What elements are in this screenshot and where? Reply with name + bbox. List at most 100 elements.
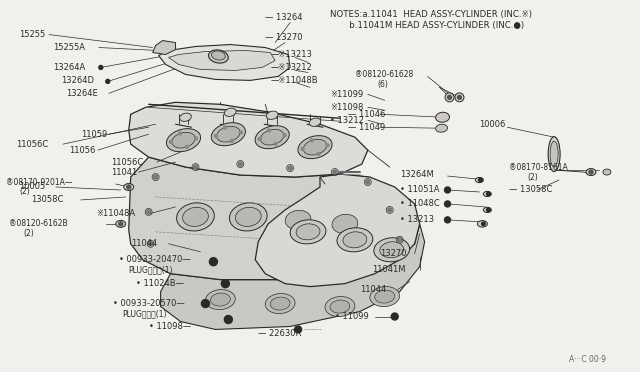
Text: b.11041M HEAD ASSY-CYLINDER (INC.●): b.11041M HEAD ASSY-CYLINDER (INC.●)	[330, 21, 524, 30]
Text: PLUGプラグ(1): PLUGプラグ(1)	[123, 309, 167, 318]
Ellipse shape	[337, 228, 372, 252]
Circle shape	[154, 175, 157, 179]
Ellipse shape	[225, 108, 236, 116]
Text: 15255A: 15255A	[53, 43, 85, 52]
Ellipse shape	[116, 220, 125, 227]
Ellipse shape	[477, 221, 488, 227]
Ellipse shape	[260, 129, 284, 145]
Text: • 11098—: • 11098—	[148, 322, 191, 331]
Ellipse shape	[279, 206, 317, 234]
Text: (2): (2)	[527, 173, 538, 182]
Circle shape	[210, 258, 217, 265]
Text: PLUGプラグ(1): PLUGプラグ(1)	[129, 265, 173, 274]
Text: — 13058C: — 13058C	[509, 186, 553, 195]
Ellipse shape	[445, 93, 454, 102]
Ellipse shape	[270, 297, 290, 310]
Circle shape	[391, 313, 398, 320]
Text: —※13213: —※13213	[270, 50, 312, 59]
Ellipse shape	[436, 124, 447, 132]
Text: 11044: 11044	[360, 285, 386, 294]
Text: (2): (2)	[23, 229, 34, 238]
Circle shape	[301, 147, 304, 150]
Circle shape	[317, 153, 320, 155]
Text: ※11098: ※11098	[330, 103, 364, 112]
Ellipse shape	[455, 93, 464, 102]
Text: 10006: 10006	[479, 120, 506, 129]
Ellipse shape	[548, 137, 560, 171]
Circle shape	[274, 142, 277, 145]
Circle shape	[195, 137, 198, 140]
Text: 13264E: 13264E	[66, 89, 98, 98]
Text: 11044: 11044	[131, 239, 157, 248]
Text: • 00933-20570—: • 00933-20570—	[113, 299, 184, 308]
Ellipse shape	[332, 214, 358, 233]
Circle shape	[179, 132, 182, 135]
Circle shape	[225, 316, 232, 323]
Circle shape	[223, 126, 227, 129]
Circle shape	[479, 178, 482, 182]
Polygon shape	[129, 102, 368, 177]
Text: 13264M: 13264M	[400, 170, 433, 179]
Circle shape	[238, 162, 243, 166]
Circle shape	[445, 187, 451, 193]
Ellipse shape	[180, 113, 191, 121]
Text: 10005: 10005	[19, 183, 45, 192]
Ellipse shape	[285, 210, 311, 230]
Polygon shape	[255, 174, 420, 286]
Polygon shape	[168, 51, 275, 70]
Ellipse shape	[124, 183, 134, 190]
Ellipse shape	[326, 210, 364, 238]
Text: ®08120-61628: ®08120-61628	[355, 70, 413, 79]
Circle shape	[119, 222, 123, 226]
Text: — 13264: — 13264	[265, 13, 303, 22]
Ellipse shape	[483, 191, 492, 196]
Ellipse shape	[205, 289, 236, 310]
Circle shape	[447, 95, 451, 99]
Circle shape	[214, 135, 218, 138]
Text: 11056: 11056	[69, 145, 95, 155]
Circle shape	[202, 299, 209, 308]
Ellipse shape	[603, 169, 611, 175]
Circle shape	[222, 280, 229, 287]
Text: • 13212: • 13212	[330, 116, 364, 125]
Circle shape	[202, 300, 209, 307]
Text: — 11049: — 11049	[348, 123, 385, 132]
Ellipse shape	[303, 139, 327, 155]
Circle shape	[288, 166, 292, 170]
Text: 11056C: 11056C	[111, 158, 143, 167]
Text: • 00933-20470—: • 00933-20470—	[119, 255, 191, 264]
Text: 15255: 15255	[19, 30, 45, 39]
Circle shape	[127, 185, 131, 189]
Text: 13264A: 13264A	[53, 63, 85, 72]
Ellipse shape	[209, 50, 228, 63]
Text: — 22630R: — 22630R	[258, 329, 301, 338]
Ellipse shape	[330, 300, 350, 313]
Circle shape	[397, 238, 402, 242]
Circle shape	[445, 217, 451, 223]
Circle shape	[193, 165, 198, 169]
Circle shape	[209, 258, 218, 266]
Text: 11056C: 11056C	[16, 140, 49, 149]
Ellipse shape	[296, 224, 320, 240]
Ellipse shape	[211, 51, 225, 60]
Text: • 13213: • 13213	[400, 215, 434, 224]
Text: • 11048C: • 11048C	[400, 199, 440, 208]
Ellipse shape	[211, 123, 245, 146]
Polygon shape	[161, 224, 424, 330]
Circle shape	[366, 180, 370, 184]
Circle shape	[225, 315, 232, 324]
Ellipse shape	[375, 290, 395, 303]
Circle shape	[486, 208, 490, 212]
Circle shape	[481, 222, 485, 226]
Ellipse shape	[476, 177, 483, 183]
Text: ※11099: ※11099	[330, 90, 364, 99]
Text: (2): (2)	[19, 187, 30, 196]
Ellipse shape	[550, 141, 558, 167]
Ellipse shape	[229, 203, 267, 231]
Circle shape	[170, 141, 173, 144]
Text: ®08120-6162B: ®08120-6162B	[9, 219, 68, 228]
Circle shape	[106, 79, 110, 83]
Text: — 11046: — 11046	[348, 110, 385, 119]
Text: ※11048A: ※11048A	[96, 209, 135, 218]
Text: — 13270: — 13270	[265, 33, 303, 42]
